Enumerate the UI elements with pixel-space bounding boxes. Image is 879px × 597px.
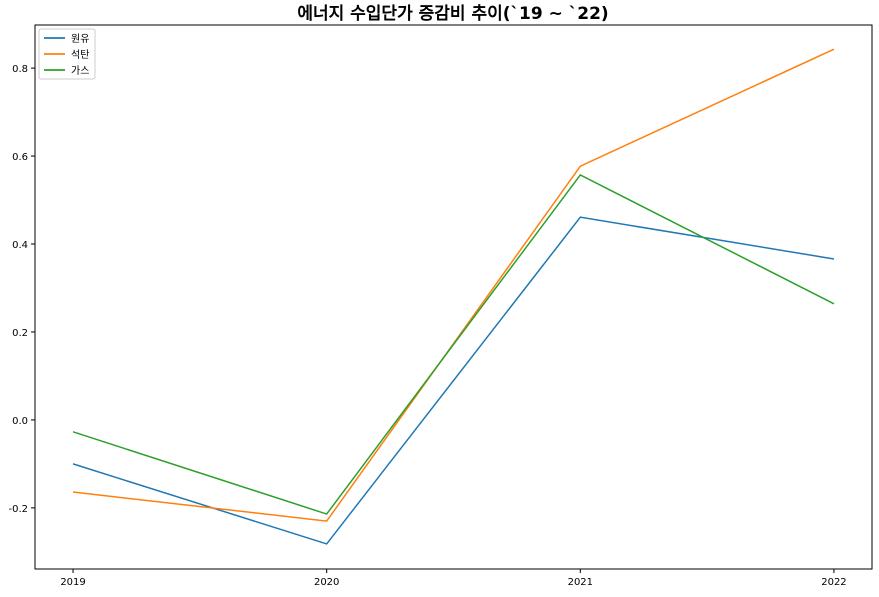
x-tick-label: 2019 (60, 577, 85, 588)
chart-title: 에너지 수입단가 증감비 추이(`19 ~ `22) (297, 4, 608, 24)
x-tick-label: 2021 (568, 577, 593, 588)
legend-label: 가스 (71, 65, 89, 77)
y-tick-label: 0.6 (12, 152, 28, 163)
series-line-0 (73, 217, 834, 544)
x-tick-label: 2022 (821, 577, 846, 588)
y-tick-label: 0.0 (12, 416, 28, 427)
y-tick-label: 0.4 (12, 240, 28, 251)
legend-label: 석탄 (71, 49, 89, 61)
series-line-1 (73, 49, 834, 521)
y-tick-label: 0.8 (12, 64, 28, 75)
legend-label: 원유 (71, 33, 89, 45)
y-tick-label: -0.2 (8, 504, 28, 515)
y-tick-label: 0.2 (12, 328, 28, 339)
x-tick-label: 2020 (314, 577, 339, 588)
series-line-2 (73, 175, 834, 514)
plot-area-frame (35, 25, 872, 569)
